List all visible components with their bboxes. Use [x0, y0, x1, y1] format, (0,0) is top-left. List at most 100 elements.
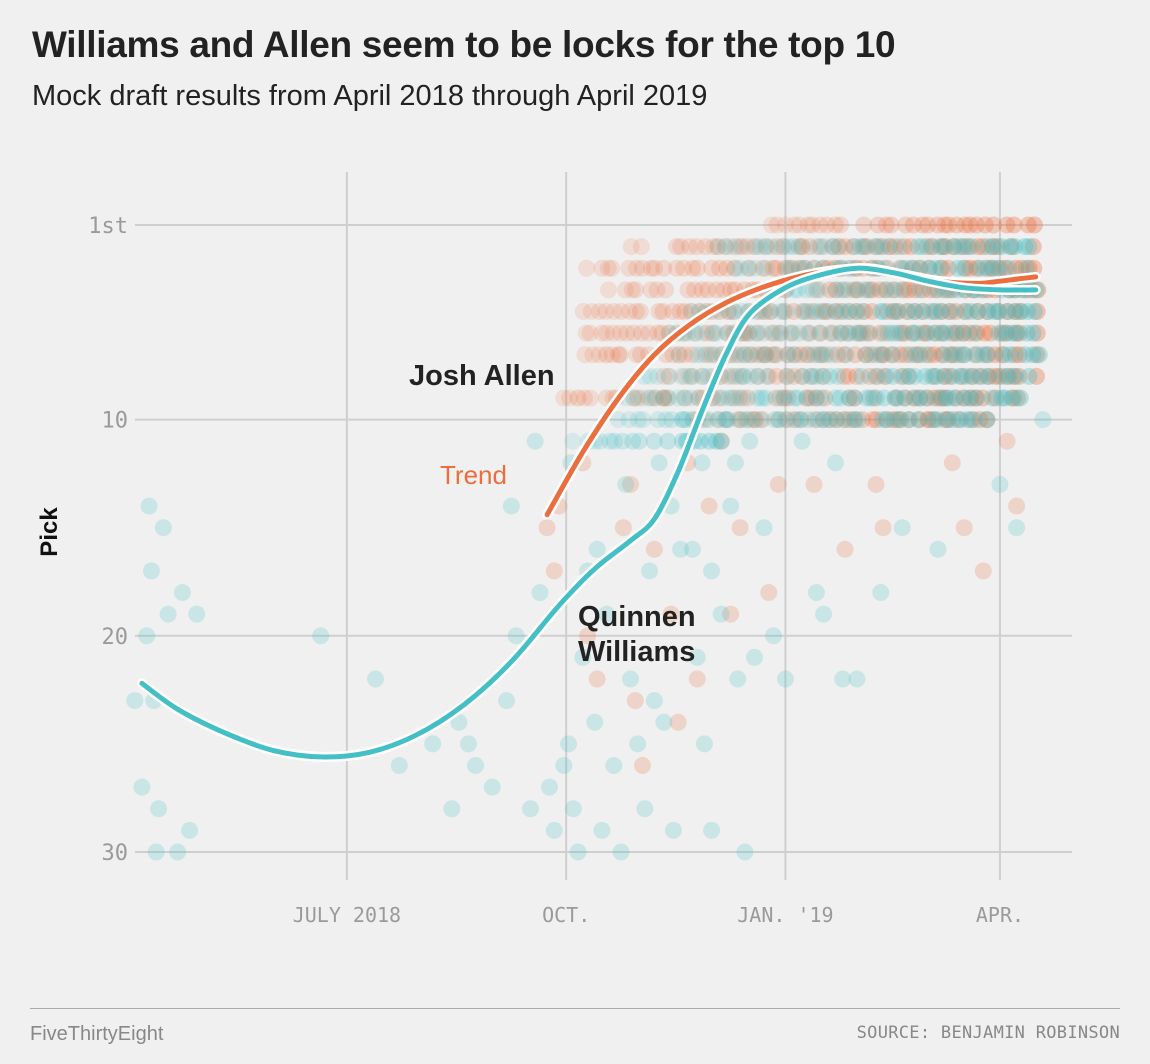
data-point — [877, 216, 895, 234]
data-point — [738, 238, 756, 256]
data-point — [935, 367, 953, 385]
data-point — [936, 411, 954, 429]
data-point — [998, 302, 1016, 320]
data-point — [908, 324, 926, 342]
data-point — [775, 238, 793, 256]
data-point — [947, 302, 965, 320]
data-point — [931, 259, 949, 277]
data-point — [1019, 302, 1037, 320]
data-point — [459, 735, 477, 753]
data-point — [965, 346, 983, 364]
data-point — [884, 367, 902, 385]
data-point — [909, 346, 927, 364]
data-point — [878, 302, 896, 320]
data-point — [885, 302, 903, 320]
data-point — [855, 216, 873, 234]
data-point — [993, 389, 1011, 407]
data-point — [811, 238, 829, 256]
data-point — [1028, 302, 1046, 320]
data-point — [900, 367, 918, 385]
data-point — [671, 302, 689, 320]
data-point — [629, 735, 647, 753]
data-point — [861, 281, 879, 299]
data-point — [800, 346, 818, 364]
data-point — [891, 346, 909, 364]
data-point — [906, 367, 924, 385]
data-point — [599, 281, 617, 299]
data-point — [748, 367, 766, 385]
data-point — [867, 346, 885, 364]
data-point — [884, 346, 902, 364]
data-point — [760, 584, 778, 602]
data-point — [1016, 238, 1034, 256]
data-point — [737, 411, 755, 429]
williams-label-line1: Quinnen — [578, 601, 696, 633]
data-point — [892, 281, 910, 299]
data-point — [962, 302, 980, 320]
data-point — [664, 302, 682, 320]
data-point — [889, 411, 907, 429]
data-point — [757, 238, 775, 256]
data-point — [956, 346, 974, 364]
data-point — [868, 411, 886, 429]
data-point — [723, 389, 741, 407]
data-point — [895, 367, 913, 385]
data-point — [826, 454, 844, 472]
data-point — [858, 324, 876, 342]
data-point — [502, 497, 520, 515]
data-point — [874, 302, 892, 320]
data-point — [1011, 324, 1029, 342]
data-point — [918, 389, 936, 407]
data-point — [834, 302, 852, 320]
data-point — [688, 259, 706, 277]
data-point — [154, 519, 172, 537]
data-point — [1007, 324, 1025, 342]
data-point — [188, 605, 206, 623]
data-point — [663, 411, 681, 429]
data-point — [138, 627, 156, 645]
data-point — [1010, 346, 1028, 364]
data-point — [560, 735, 578, 753]
data-point — [581, 324, 599, 342]
data-point — [943, 324, 961, 342]
data-point — [904, 324, 922, 342]
data-point — [785, 346, 803, 364]
data-point — [575, 389, 593, 407]
data-point — [688, 346, 706, 364]
data-point — [697, 346, 715, 364]
data-point — [366, 670, 384, 688]
data-point — [849, 281, 867, 299]
data-point — [986, 367, 1004, 385]
data-point — [688, 238, 706, 256]
data-point — [763, 324, 781, 342]
data-point — [799, 216, 817, 234]
data-point — [996, 259, 1014, 277]
data-point — [891, 324, 909, 342]
data-point — [625, 389, 643, 407]
data-point — [928, 411, 946, 429]
data-point — [636, 800, 654, 818]
data-point — [159, 605, 177, 623]
data-point — [632, 238, 650, 256]
data-point — [603, 259, 621, 277]
data-point — [920, 259, 938, 277]
data-point — [954, 346, 972, 364]
data-point — [826, 216, 844, 234]
data-point — [720, 389, 738, 407]
data-point — [779, 346, 797, 364]
data-point — [878, 411, 896, 429]
data-point — [692, 346, 710, 364]
data-point — [993, 346, 1011, 364]
data-point — [779, 389, 797, 407]
data-point — [726, 367, 744, 385]
data-point — [1011, 389, 1029, 407]
data-point — [734, 367, 752, 385]
data-point — [1025, 216, 1043, 234]
data-point — [821, 367, 839, 385]
data-point — [900, 367, 918, 385]
data-point — [963, 238, 981, 256]
data-point — [683, 367, 701, 385]
data-point — [657, 411, 675, 429]
data-point — [943, 346, 961, 364]
data-point — [929, 216, 947, 234]
